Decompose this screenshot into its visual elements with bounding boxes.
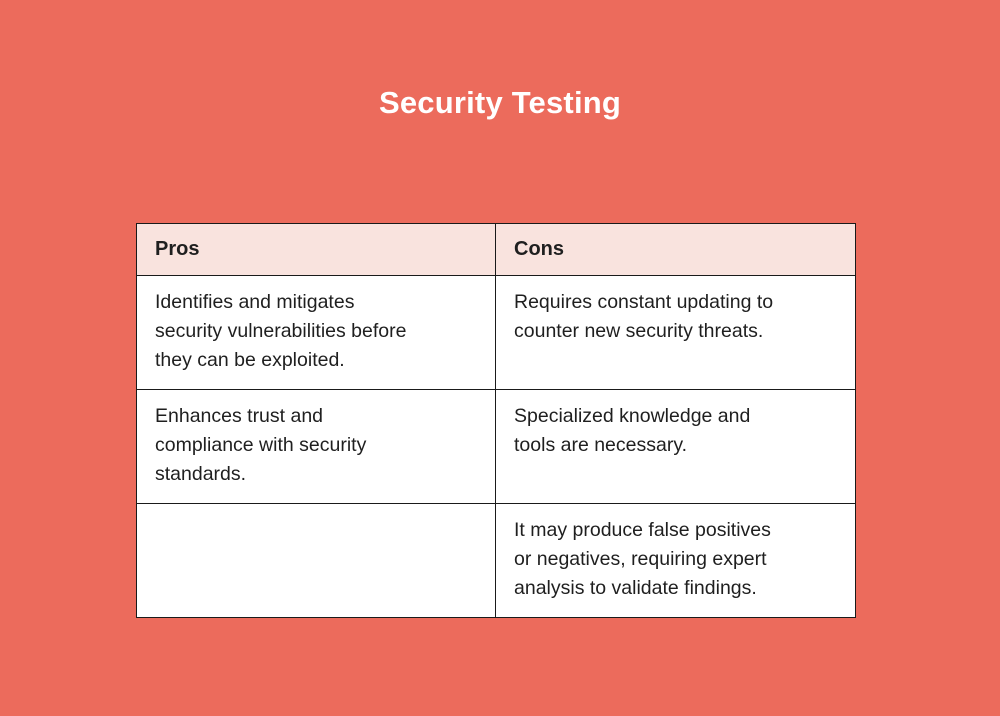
column-header-cons: Cons [495, 223, 856, 276]
table-row: Enhances trust and compliance with secur… [136, 389, 856, 504]
pros-cons-table: Pros Cons Identifies and mitigates secur… [136, 223, 856, 618]
table-cell-pros-1: Identifies and mitigates security vulner… [136, 275, 496, 390]
table-cell-cons-3: It may produce false positives or negati… [495, 503, 856, 618]
table-cell-cons-1: Requires constant updating to counter ne… [495, 275, 856, 390]
table-row: Identifies and mitigates security vulner… [136, 275, 856, 390]
table-cell-pros-3 [136, 503, 496, 618]
page-title: Security Testing [378, 85, 622, 120]
column-header-pros: Pros [136, 223, 496, 276]
table-cell-pros-2: Enhances trust and compliance with secur… [136, 389, 496, 504]
table-row: It may produce false positives or negati… [136, 503, 856, 618]
pros-cons-table-container: Pros Cons Identifies and mitigates secur… [136, 223, 1000, 618]
table-header-row: Pros Cons [136, 223, 856, 276]
table-cell-cons-2: Specialized knowledge and tools are nece… [495, 389, 856, 504]
